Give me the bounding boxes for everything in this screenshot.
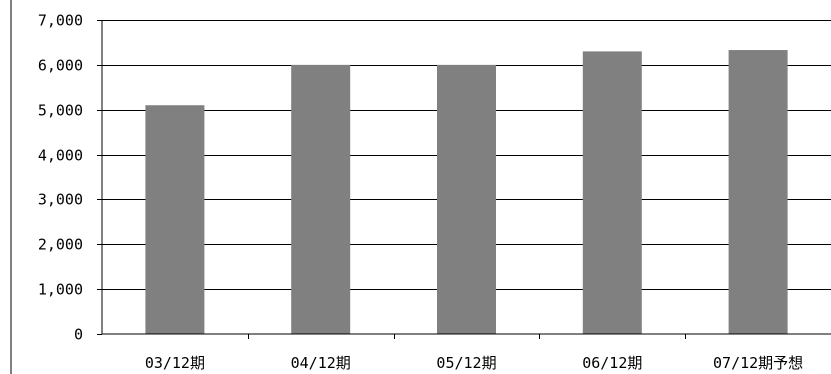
axes	[101, 20, 831, 335]
x-tick-label: 05/12期	[436, 354, 496, 372]
x-tick-label: 03/12期	[145, 354, 205, 372]
y-tick-label: 2,000	[38, 236, 83, 254]
bar	[728, 50, 788, 334]
y-tick-label: 7,000	[38, 12, 83, 30]
bar	[291, 64, 351, 334]
y-tick-label: 6,000	[38, 57, 83, 75]
y-tick-label: 1,000	[38, 281, 83, 299]
x-tick-label: 04/12期	[291, 354, 351, 372]
y-axis-ticks: 0 1,000 2,000 3,000 4,000 5,000 6,000 7,000	[38, 12, 102, 344]
y-tick-label: 0	[74, 326, 83, 344]
y-tick-label: 5,000	[38, 102, 83, 120]
bar	[582, 51, 642, 335]
y-tick-label: 4,000	[38, 147, 83, 165]
bar	[437, 64, 496, 334]
x-axis-ticks: 03/12期 04/12期 05/12期 06/12期 07/12期予想	[145, 334, 803, 372]
bar	[145, 105, 205, 334]
bars	[145, 50, 788, 335]
x-tick-label: 06/12期	[582, 354, 642, 372]
x-tick-label: 07/12期予想	[713, 354, 803, 372]
y-tick-label: 3,000	[38, 191, 83, 209]
